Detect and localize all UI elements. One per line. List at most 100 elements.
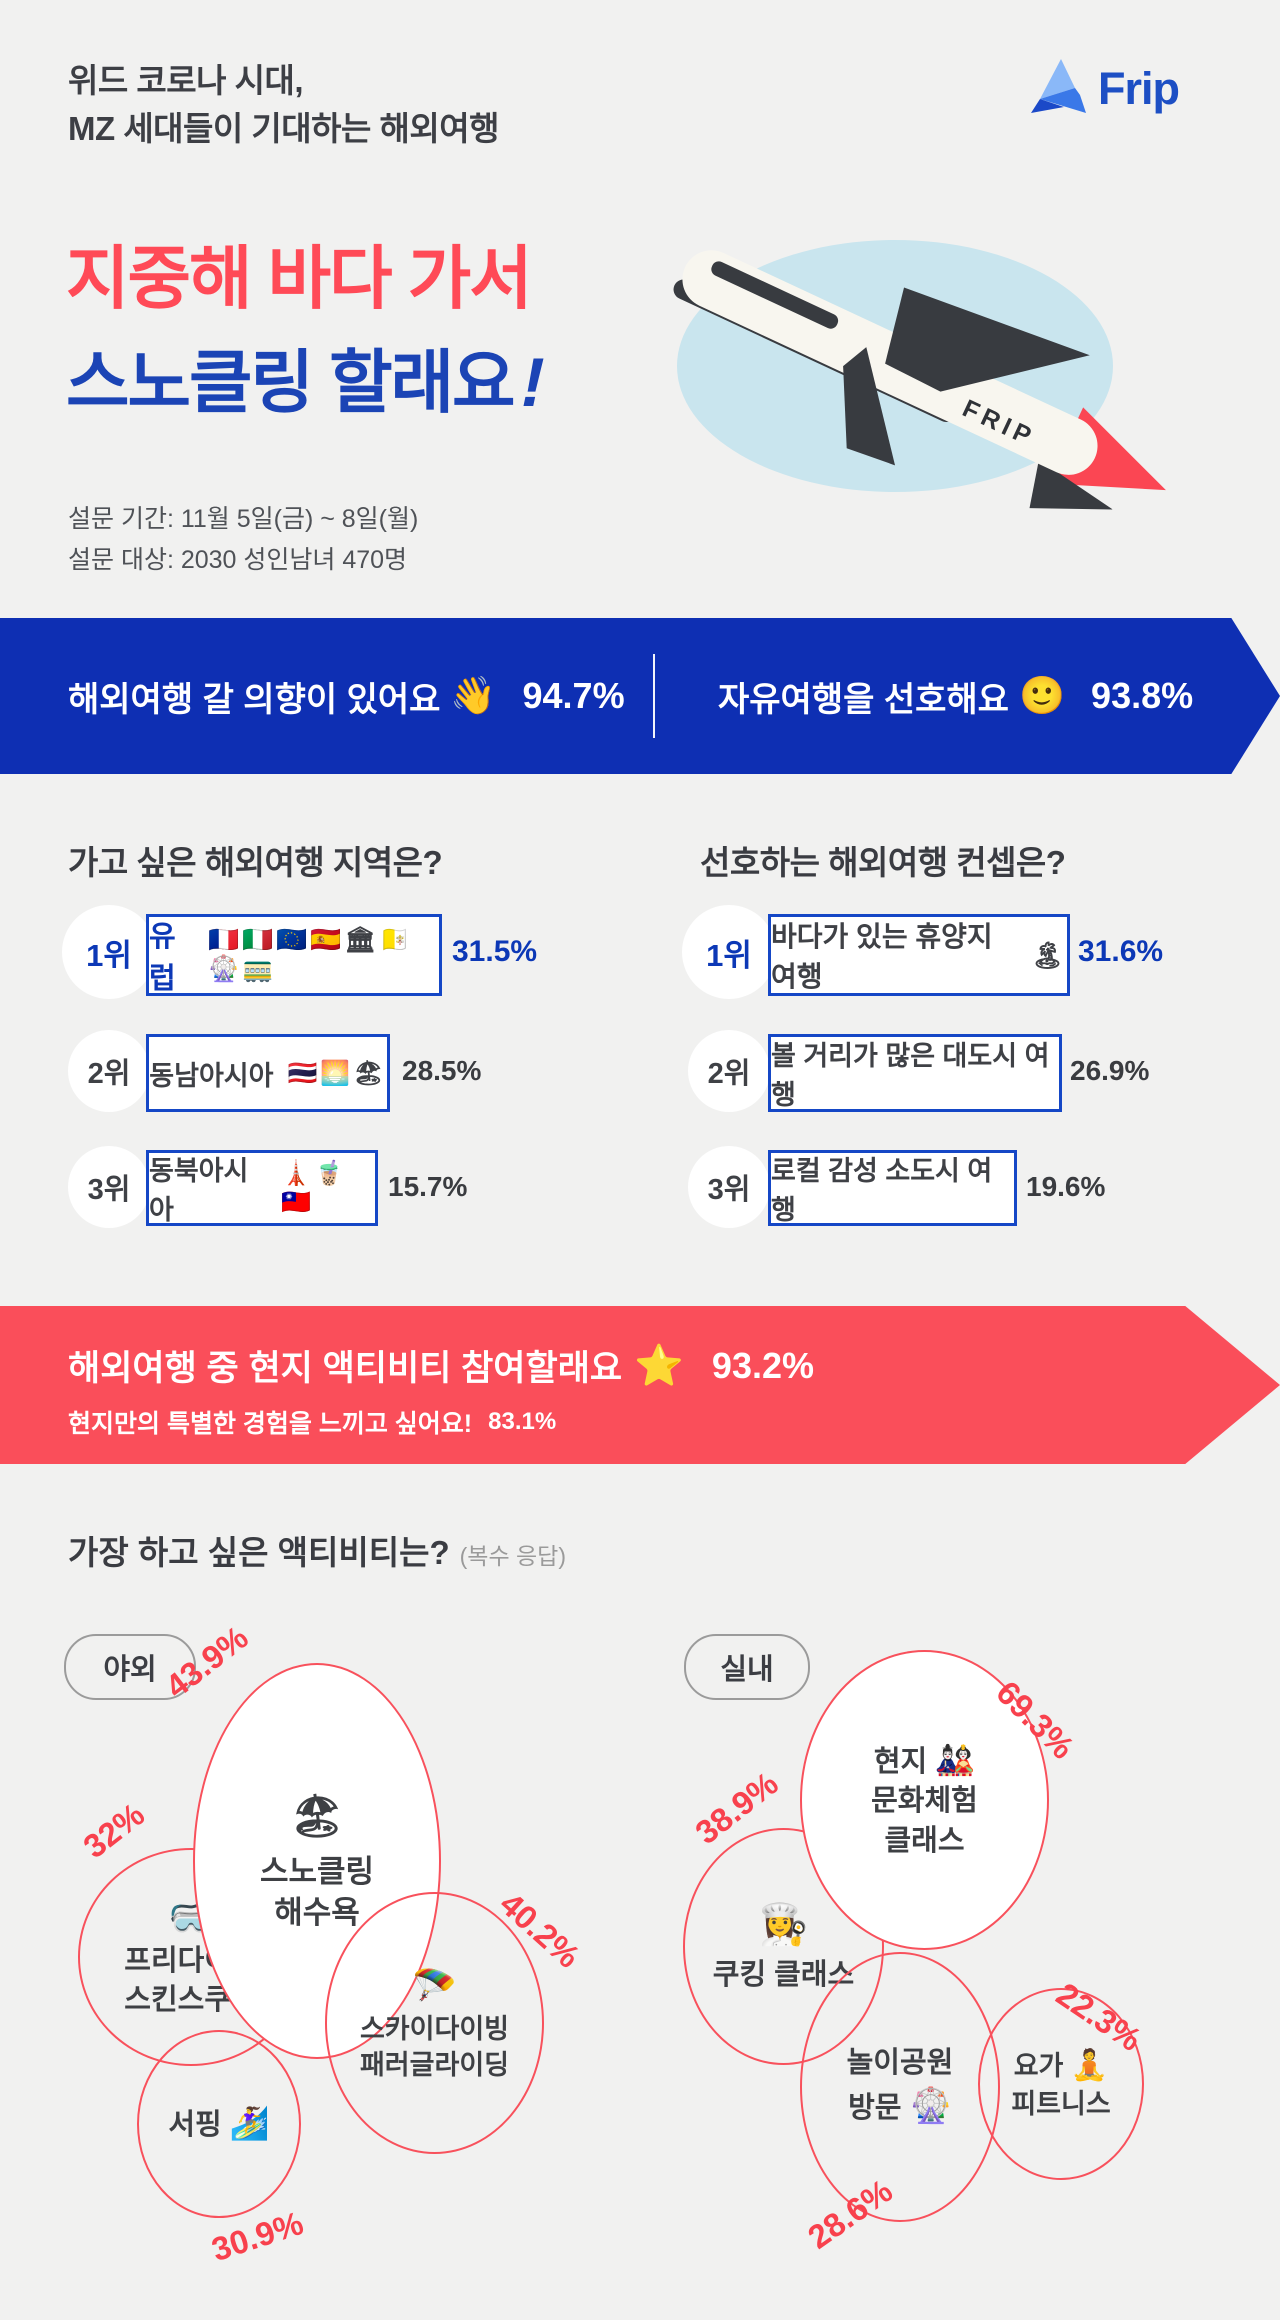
bubble-culture: 현지 🎎 문화체험 클래스	[800, 1650, 1049, 1950]
bubble-label: 방문	[848, 2091, 902, 2124]
bubble-yoga: 요가 🧘 피트니스	[978, 1988, 1144, 2180]
region-label: 유럽	[149, 921, 176, 995]
region-emojis: 🇹🇭🌅🏖	[287, 1059, 387, 1087]
star-icon: ⭐	[634, 1344, 684, 1388]
dolls-icon: 🎎	[935, 1742, 976, 1779]
concepts-rank3-badge: 3위	[688, 1146, 770, 1228]
bubble-label: 현지	[873, 1746, 928, 1779]
bubble-label: 스노클링	[259, 1853, 375, 1889]
rank-label: 1위	[86, 937, 132, 973]
region-label: 동남아시아	[149, 1060, 274, 1091]
activities-title: 가장 하고 싶은 액티비티는? (복수 응답)	[68, 1526, 566, 1574]
hero-title-line2-text: 스노클링 할래요	[66, 344, 516, 421]
page-subtitle: 위드 코로나 시대, MZ 세대들이 기대하는 해외여행	[68, 57, 499, 153]
regions-rank1-value: 31.5%	[452, 935, 538, 968]
concept-label: 볼 거리가 많은 대도시 여행	[771, 1041, 1050, 1110]
regions-rank3-badge: 3위	[68, 1146, 150, 1228]
concepts-rank2-value: 26.9%	[1070, 1055, 1150, 1086]
concepts-rank3-value: 19.6%	[1026, 1171, 1106, 1202]
indoor-pill: 실내	[684, 1634, 810, 1700]
concepts-title: 선호하는 해외여행 컨셉은?	[700, 844, 1066, 881]
regions-rank2-badge: 2위	[68, 1030, 150, 1112]
rank-label: 3위	[87, 1174, 131, 1206]
banner-red-line1: 해외여행 중 현지 액티비티 참여할래요 ⭐ 93.2%	[68, 1340, 814, 1391]
banner-blue-left-value: 94.7%	[522, 675, 625, 716]
smiling-face-icon: 🙂	[1018, 674, 1066, 716]
concepts-rank1-value: 31.6%	[1078, 935, 1164, 968]
concept-emojis: 🏝	[1030, 939, 1067, 970]
survey-meta: 설문 기간: 11월 5일(금) ~ 8일(월) 설문 대상: 2030 성인남…	[68, 499, 418, 580]
bubble-label: 서핑	[168, 2109, 222, 2142]
ferris-wheel-icon: 🎡	[909, 2086, 952, 2125]
region-emojis: 🇫🇷🇮🇹🇪🇺🇪🇸🏛🇻🇦🎡🚃	[208, 926, 414, 983]
parachute-icon: 🪂	[412, 1965, 457, 2007]
bubble-label: 쿠킹 클래스	[712, 1958, 855, 1991]
concepts-rank1-box: 바다가 있는 휴양지 여행 🏝	[768, 914, 1070, 996]
subtitle-line1: 위드 코로나 시대,	[68, 62, 304, 99]
rank-label: 1위	[706, 937, 752, 973]
outdoor-pill: 야외	[64, 1634, 196, 1700]
banner-red-value1: 93.2%	[711, 1344, 814, 1386]
surfer-icon: 🏄‍♀️	[229, 2105, 270, 2142]
rank-label: 2위	[707, 1058, 751, 1090]
frip-triangle-icon	[1030, 57, 1090, 120]
hero-title-line2: 스노클링 할래요!	[66, 326, 551, 426]
bubble-label: 문화체험	[871, 1785, 978, 1818]
cook-icon: 👩‍🍳	[758, 1902, 809, 1947]
regions-rank2-box: 동남아시아 🇹🇭🌅🏖	[146, 1034, 390, 1112]
bubble-label: 패러글라이딩	[359, 2050, 510, 2081]
rank-label: 3위	[707, 1174, 751, 1206]
regions-rank3-box: 동북아시아 🗼🧋🇹🇼	[146, 1150, 378, 1226]
subtitle-line2: MZ 세대들이 기대하는 해외여행	[68, 109, 499, 147]
banner-blue-left-text: 해외여행 갈 의향이 있어요	[68, 680, 441, 719]
waving-hand-icon: 👋	[450, 674, 497, 716]
bubble-label: 해수욕	[274, 1895, 360, 1931]
banner-divider	[653, 654, 655, 738]
pct-freediving: 32%	[76, 1795, 152, 1866]
bubble-label-row: 요가 🧘	[1014, 2046, 1109, 2087]
bubble-label: 클래스	[884, 1824, 965, 1857]
banner-blue-right-value: 93.8%	[1091, 675, 1194, 716]
beach-umbrella-icon: 🏖	[290, 1791, 344, 1839]
bubble-surfing: 서핑 🏄‍♀️	[137, 2030, 301, 2218]
frip-logo: Frip	[1030, 57, 1180, 120]
banner-red-line1-text: 해외여행 중 현지 액티비티 참여할래요	[68, 1349, 623, 1388]
banner-blue-right-text: 자유여행을 선호해요	[718, 680, 1009, 719]
banner-activity-intent: 해외여행 중 현지 액티비티 참여할래요 ⭐ 93.2% 현지만의 특별한 경험…	[0, 1306, 1280, 1464]
banner-red-line2: 현지만의 특별한 경험을 느끼고 싶어요! 83.1%	[68, 1404, 556, 1440]
bubble-label: 놀이공원	[846, 2047, 954, 2080]
banner-blue-left: 해외여행 갈 의향이 있어요 👋 94.7%	[68, 618, 625, 774]
banner-red-line2-text: 현지만의 특별한 경험을 느끼고 싶어요!	[68, 1410, 473, 1438]
concepts-rank1-badge: 1위	[682, 905, 776, 999]
concepts-rank3-box: 로컬 감성 소도시 여행	[768, 1150, 1017, 1226]
lotus-icon: 🧘	[1070, 2048, 1109, 2082]
concept-label: 바다가 있는 휴양지 여행	[771, 921, 993, 992]
regions-rank3-value: 15.7%	[388, 1171, 468, 1202]
bubble-label-row: 현지 🎎	[874, 1739, 975, 1782]
concepts-rank2-box: 볼 거리가 많은 대도시 여행	[768, 1034, 1062, 1112]
hero-title-line1: 지중해 바다 가서	[66, 240, 533, 317]
concepts-rank2-badge: 2위	[688, 1030, 770, 1112]
survey-period: 설문 기간: 11월 5일(금) ~ 8일(월)	[68, 505, 419, 533]
concept-label: 로컬 감성 소도시 여행	[771, 1156, 993, 1225]
regions-rank1-box: 유럽 🇫🇷🇮🇹🇪🇺🇪🇸🏛🇻🇦🎡🚃	[146, 914, 442, 996]
bubble-label-row: 서핑 🏄‍♀️	[168, 2102, 269, 2145]
regions-title: 가고 싶은 해외여행 지역은?	[68, 844, 443, 881]
frip-logo-text: Frip	[1098, 62, 1180, 114]
regions-rank2-value: 28.5%	[402, 1055, 482, 1086]
bubble-amusement-park: 놀이공원 방문 🎡	[800, 1952, 1000, 2222]
region-emojis: 🗼🧋🇹🇼	[281, 1160, 347, 1216]
survey-target: 설문 대상: 2030 성인남녀 470명	[68, 545, 408, 574]
banner-red-value2: 83.1%	[488, 1408, 557, 1435]
region-label: 동북아시아	[149, 1156, 249, 1225]
activities-title-text: 가장 하고 싶은 액티비티는?	[68, 1534, 450, 1571]
banner-travel-intent: 해외여행 갈 의향이 있어요 👋 94.7% 자유여행을 선호해요 🙂 93.8…	[0, 618, 1280, 774]
airplane-illustration: FRIP	[645, 198, 1260, 518]
activities-note: (복수 응답)	[459, 1543, 566, 1569]
bubble-label: 요가	[1013, 2050, 1064, 2081]
bubble-skydiving: 🪂 스카이다이빙 패러글라이딩	[325, 1892, 544, 2154]
bubble-label-row: 방문 🎡	[848, 2084, 952, 2130]
regions-rank1-badge: 1위	[62, 905, 156, 999]
bubble-cooking: 👩‍🍳 쿠킹 클래스	[683, 1828, 884, 2065]
